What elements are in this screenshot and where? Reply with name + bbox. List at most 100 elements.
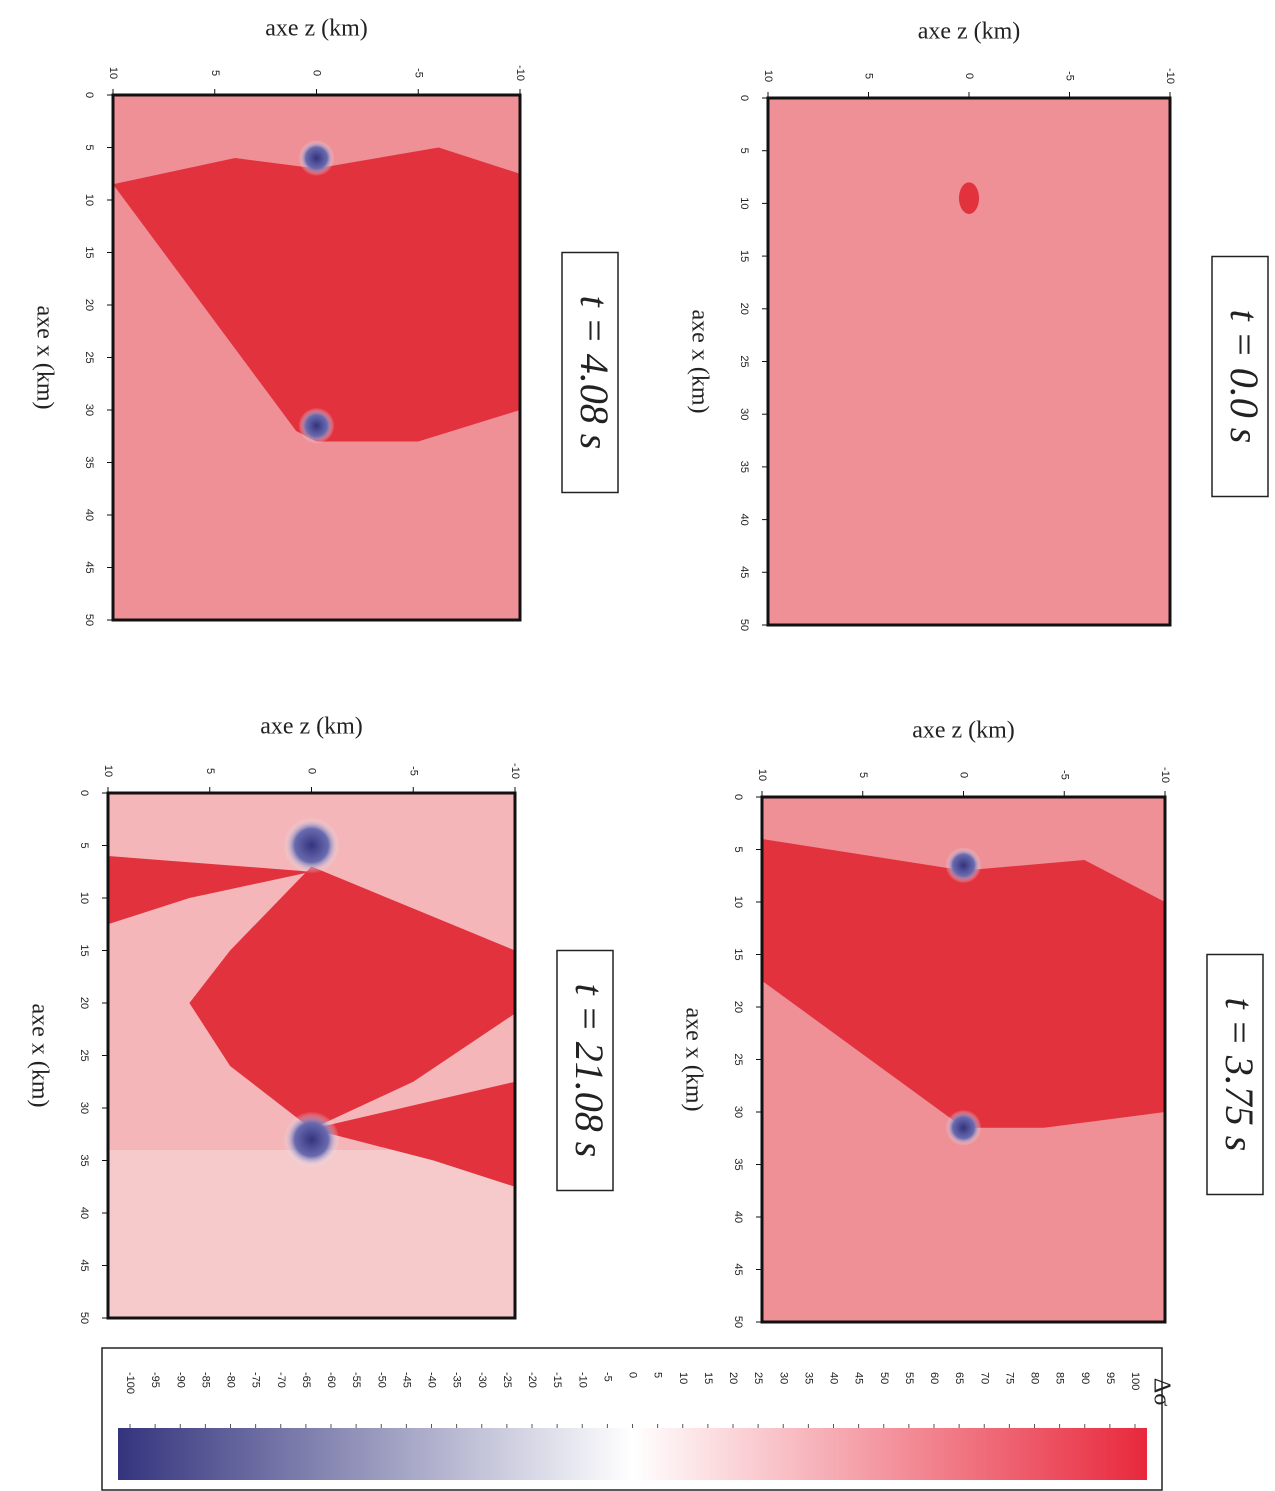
x-tick-label: 50: [78, 1312, 90, 1324]
z-tick-label: 0: [963, 73, 975, 79]
x-tick-label: 30: [78, 1102, 90, 1114]
cbar-frame: [101, 1347, 1163, 1491]
cbar-tick-label: 20: [727, 1372, 739, 1384]
time-box: [556, 949, 614, 1192]
cbar-tick-label: -15: [551, 1372, 563, 1388]
x-tick-label: 0: [732, 794, 744, 800]
x-tick-label: 45: [732, 1263, 744, 1275]
field-high: [108, 856, 312, 925]
x-tick-label: 35: [83, 456, 95, 468]
cbar-tick-label: -100: [124, 1372, 136, 1394]
cbar-tick-label: 90: [1079, 1372, 1091, 1384]
x-tick-label: 40: [732, 1211, 744, 1223]
x-axis-label: axe x (km): [26, 1004, 52, 1108]
x-tick-label: 0: [738, 95, 750, 101]
x-tick-label: 30: [732, 1106, 744, 1118]
time-label: t = 0.0 s: [1222, 310, 1267, 444]
x-tick-label: 35: [732, 1158, 744, 1170]
z-tick-label: 5: [857, 772, 869, 778]
x-tick-label: 10: [83, 194, 95, 206]
time-label: t = 4.08 s: [572, 296, 617, 450]
field-high: [189, 866, 515, 1129]
x-tick-label: 10: [78, 892, 90, 904]
x-axis-label: axe x (km): [31, 306, 57, 410]
z-tick-label: 10: [756, 769, 768, 781]
time-box: [1211, 255, 1269, 498]
field-low: [945, 1109, 982, 1146]
x-tick-label: 15: [732, 948, 744, 960]
field-background: [768, 98, 1170, 625]
field-high: [762, 839, 1165, 1128]
cbar-tick-label: 35: [802, 1372, 814, 1384]
x-tick-label: 45: [78, 1259, 90, 1271]
cbar-tick-label: -10: [576, 1372, 588, 1388]
z-tick-label: 10: [102, 765, 114, 777]
z-tick-label: 10: [107, 67, 119, 79]
cbar-tick-label: -5: [601, 1372, 613, 1382]
field-low: [283, 1111, 340, 1168]
cbar-tick-label: 95: [1104, 1372, 1116, 1384]
cbar-tick-label: 10: [677, 1372, 689, 1384]
cbar-tick-label: -75: [250, 1372, 262, 1388]
field-high: [113, 147, 520, 442]
x-axis-label: axe x (km): [686, 310, 712, 414]
z-axis-label: axe z (km): [918, 19, 1021, 45]
cbar-tick-label: 25: [752, 1372, 764, 1384]
x-tick-label: 45: [83, 561, 95, 573]
x-tick-label: 20: [78, 997, 90, 1009]
cbar-tick-label: 5: [652, 1372, 664, 1378]
x-tick-label: 15: [738, 250, 750, 262]
cbar-tick-label: 15: [702, 1372, 714, 1384]
field-light: [108, 1150, 515, 1318]
cbar-tick-label: -55: [350, 1372, 362, 1388]
cbar-tick-label: 70: [978, 1372, 990, 1384]
x-tick-label: 20: [83, 299, 95, 311]
x-tick-label: 20: [732, 1001, 744, 1013]
cbar-tick-label: -30: [476, 1372, 488, 1388]
time-label: t = 3.75 s: [1217, 998, 1262, 1152]
cbar-tick-label: 0: [627, 1372, 639, 1378]
x-tick-label: 10: [738, 197, 750, 209]
z-tick-label: 0: [311, 70, 323, 76]
z-tick-label: -10: [1164, 68, 1176, 84]
x-tick-label: 5: [83, 144, 95, 150]
z-tick-label: -5: [412, 68, 424, 78]
x-tick-label: 40: [83, 509, 95, 521]
x-tick-label: 15: [78, 944, 90, 956]
z-tick-label: 10: [762, 70, 774, 82]
field-low: [945, 847, 982, 884]
x-tick-label: 25: [732, 1053, 744, 1065]
cbar-tick-label: -70: [275, 1372, 287, 1388]
x-tick-label: 5: [738, 148, 750, 154]
z-tick-label: -10: [1159, 767, 1171, 783]
field-low: [298, 140, 335, 176]
x-tick-label: 40: [78, 1207, 90, 1219]
z-tick-label: -10: [509, 763, 521, 779]
cbar-tick-label: -60: [325, 1372, 337, 1388]
x-tick-label: 30: [738, 408, 750, 420]
cbar-tick-label: 80: [1029, 1372, 1041, 1384]
x-tick-label: 5: [732, 846, 744, 852]
z-axis-label: axe z (km): [265, 16, 368, 42]
cbar-tick-label: -90: [174, 1372, 186, 1388]
cbar-tick-label: -40: [426, 1372, 438, 1388]
z-tick-label: -5: [407, 766, 419, 776]
x-tick-label: 25: [78, 1049, 90, 1061]
cbar-tick-label: 60: [928, 1372, 940, 1384]
time-label: t = 21.08 s: [567, 984, 612, 1158]
z-tick-label: 5: [863, 73, 875, 79]
cbar-tick-label: 100: [1129, 1372, 1141, 1390]
x-tick-label: 25: [738, 355, 750, 367]
z-tick-label: 5: [204, 768, 216, 774]
x-tick-label: 50: [83, 614, 95, 626]
cbar-tick-label: 50: [878, 1372, 890, 1384]
x-tick-label: 35: [738, 461, 750, 473]
x-tick-label: 50: [732, 1316, 744, 1328]
x-tick-label: 5: [78, 842, 90, 848]
field-low: [283, 817, 340, 874]
field-low: [298, 407, 335, 444]
x-tick-label: 40: [738, 513, 750, 525]
x-tick-label: 0: [78, 790, 90, 796]
